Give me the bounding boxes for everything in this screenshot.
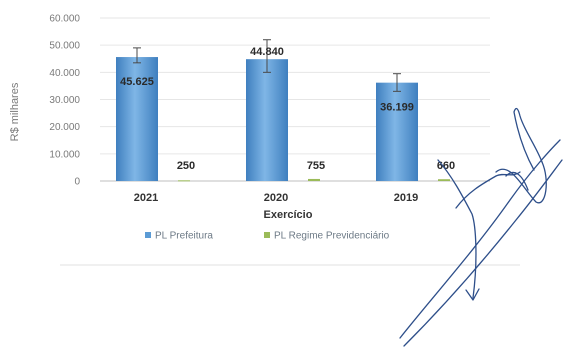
data-label-pl-prefeitura: 44.840: [250, 46, 284, 58]
legend-label-regime: PL Regime Previdenciário: [274, 231, 390, 242]
gridlines: [100, 17, 490, 182]
handwritten-signature: [399, 107, 563, 347]
y-tick-label: 30.000: [49, 95, 80, 106]
data-label-pl-regime: 660: [437, 160, 455, 172]
legend: PL Prefeitura PL Regime Previdenciário: [145, 231, 390, 242]
data-labels: 45.625 250 44.840 755 36.199 660: [120, 46, 455, 172]
bar-pl-prefeitura: [376, 82, 418, 181]
y-axis-ticks: 0 10.000 20.000 30.000 40.000 50.000 60.000: [49, 14, 80, 188]
x-tick-label: 2019: [394, 192, 418, 204]
data-label-pl-prefeitura: 36.199: [380, 102, 414, 114]
legend-swatch-prefeitura: [145, 232, 151, 238]
legend-swatch-regime: [264, 232, 270, 238]
x-axis-title: Exercício: [264, 209, 313, 221]
y-tick-label: 40.000: [49, 68, 80, 79]
data-label-pl-regime: 250: [177, 160, 195, 172]
bar-pl-prefeitura: [246, 59, 288, 182]
x-axis-ticks: 2021 2020 2019: [134, 192, 418, 204]
y-tick-label: 10.000: [49, 149, 80, 160]
legend-label-prefeitura: PL Prefeitura: [155, 231, 213, 242]
bar-pl-prefeitura: [116, 57, 158, 182]
data-label-pl-regime: 755: [307, 160, 325, 172]
y-tick-label: 0: [74, 177, 80, 188]
y-tick-label: 20.000: [49, 122, 80, 133]
bar-pl-regime: [438, 179, 450, 181]
y-axis-title: R$ milhares: [9, 82, 21, 141]
x-tick-label: 2020: [264, 192, 288, 204]
y-tick-label: 50.000: [49, 41, 80, 52]
x-tick-label: 2021: [134, 192, 158, 204]
bars: [116, 39, 450, 182]
y-tick-label: 60.000: [49, 14, 80, 25]
bar-pl-regime: [178, 180, 190, 182]
bar-pl-regime: [308, 178, 320, 181]
data-label-pl-prefeitura: 45.625: [120, 76, 154, 88]
